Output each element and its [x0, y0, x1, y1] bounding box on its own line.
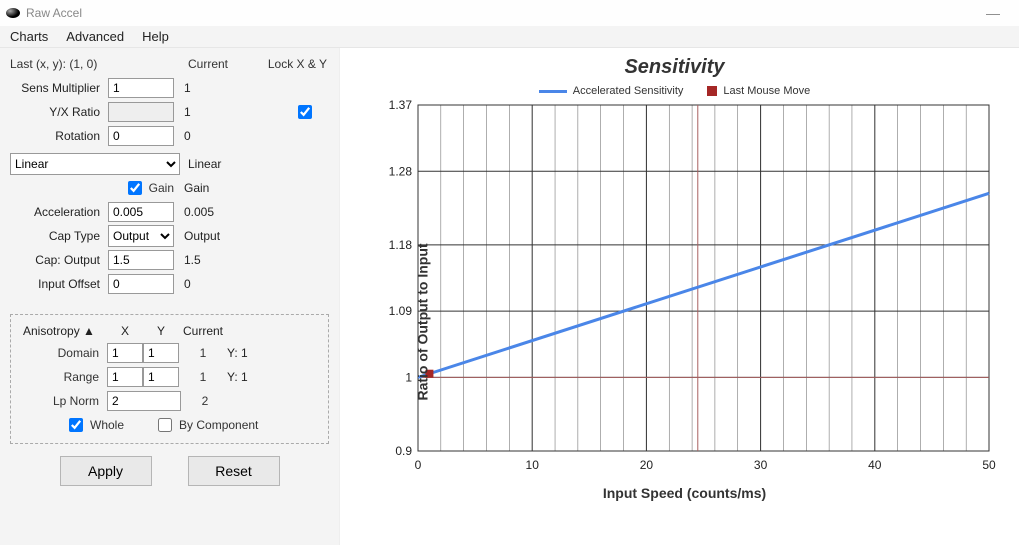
yx-ratio-current: 1 [174, 105, 240, 119]
svg-text:20: 20 [640, 458, 654, 472]
capout-input[interactable] [108, 250, 174, 270]
minimize-button[interactable]: — [973, 5, 1013, 21]
last-xy-label: Last (x, y): (1, 0) [10, 57, 188, 71]
aniso-col-x: X [107, 324, 143, 338]
range-y-input[interactable] [143, 367, 179, 387]
apply-button[interactable]: Apply [60, 456, 152, 486]
sens-multiplier-label: Sens Multiplier [10, 81, 108, 95]
aniso-col-cur: Current [179, 324, 227, 338]
legend-line-swatch [539, 90, 567, 93]
svg-text:0: 0 [415, 458, 422, 472]
bycomponent-checkbox[interactable] [158, 418, 172, 432]
chart-title: Sensitivity [340, 56, 1009, 79]
legend-marker-label: Last Mouse Move [723, 85, 810, 97]
range-x-input[interactable] [107, 367, 143, 387]
anisotropy-title[interactable]: Anisotropy ▲ [19, 324, 107, 338]
capout-label: Cap: Output [10, 253, 108, 267]
header-current: Current [188, 57, 248, 71]
svg-text:10: 10 [526, 458, 540, 472]
lock-xy-checkbox[interactable] [298, 105, 312, 119]
rotation-current: 0 [174, 129, 240, 143]
aniso-col-y: Y [143, 324, 179, 338]
captype-select[interactable]: Output [108, 225, 174, 247]
svg-text:1.28: 1.28 [389, 164, 413, 178]
sensitivity-chart: 0.9 1 1.09 1.18 1.28 1.37 0 10 20 30 40 50 [370, 99, 999, 479]
menu-charts[interactable]: Charts [10, 29, 48, 44]
svg-text:30: 30 [754, 458, 768, 472]
svg-text:1.37: 1.37 [389, 99, 413, 112]
chart-legend: Accelerated Sensitivity Last Mouse Move [340, 85, 1009, 97]
capout-current: 1.5 [174, 253, 240, 267]
offset-current: 0 [174, 277, 240, 291]
app-icon [6, 8, 20, 18]
captype-current: Output [174, 229, 240, 243]
menu-help[interactable]: Help [142, 29, 169, 44]
offset-label: Input Offset [10, 277, 108, 291]
rotation-label: Rotation [10, 129, 108, 143]
sens-multiplier-current: 1 [174, 81, 240, 95]
menubar: Charts Advanced Help [0, 26, 1019, 48]
reset-button[interactable]: Reset [188, 456, 280, 486]
legend-series-label: Accelerated Sensitivity [573, 85, 684, 97]
window-title: Raw Accel [26, 6, 82, 20]
menu-advanced[interactable]: Advanced [66, 29, 124, 44]
whole-label: Whole [90, 418, 124, 432]
mode-current: Linear [180, 157, 246, 171]
svg-text:1.18: 1.18 [389, 238, 413, 252]
svg-text:50: 50 [982, 458, 996, 472]
acceleration-current: 0.005 [174, 205, 240, 219]
domain-x-input[interactable] [107, 343, 143, 363]
domain-label: Domain [19, 346, 107, 360]
sens-multiplier-input[interactable] [108, 78, 174, 98]
lp-input[interactable] [107, 391, 181, 411]
range-current: 1 [179, 370, 227, 384]
settings-panel: Last (x, y): (1, 0) Current Lock X & Y S… [0, 48, 340, 545]
svg-text:1.09: 1.09 [389, 304, 413, 318]
range-label: Range [19, 370, 107, 384]
range-extra: Y: 1 [227, 370, 248, 384]
offset-input[interactable] [108, 274, 174, 294]
whole-checkbox[interactable] [69, 418, 83, 432]
titlebar: Raw Accel — [0, 0, 1019, 26]
chart-ylabel: Ratio of Output to Input [415, 243, 431, 400]
chart-xlabel: Input Speed (counts/ms) [370, 485, 999, 501]
gain-checkbox[interactable] [128, 181, 142, 195]
acceleration-label: Acceleration [10, 205, 108, 219]
chart-area: Sensitivity Accelerated Sensitivity Last… [340, 48, 1019, 545]
anisotropy-group: Anisotropy ▲ X Y Current Domain 1 Y: 1 R… [10, 314, 329, 444]
svg-text:1: 1 [405, 370, 412, 384]
domain-y-input[interactable] [143, 343, 179, 363]
yx-ratio-label: Y/X Ratio [10, 105, 108, 119]
mode-select[interactable]: Linear [10, 153, 180, 175]
yx-ratio-input [108, 102, 174, 122]
legend-square-swatch [707, 86, 717, 96]
bycomponent-label: By Component [179, 418, 258, 432]
gain-current: Gain [174, 181, 240, 195]
acceleration-input[interactable] [108, 202, 174, 222]
svg-text:0.9: 0.9 [395, 444, 412, 458]
captype-label: Cap Type [10, 229, 108, 243]
gain-label: Gain [149, 181, 174, 195]
domain-extra: Y: 1 [227, 346, 248, 360]
domain-current: 1 [179, 346, 227, 360]
lp-current: 2 [181, 394, 229, 408]
svg-text:40: 40 [868, 458, 882, 472]
rotation-input[interactable] [108, 126, 174, 146]
header-lock-label: Lock X & Y [268, 57, 329, 71]
lp-label: Lp Norm [19, 394, 107, 408]
